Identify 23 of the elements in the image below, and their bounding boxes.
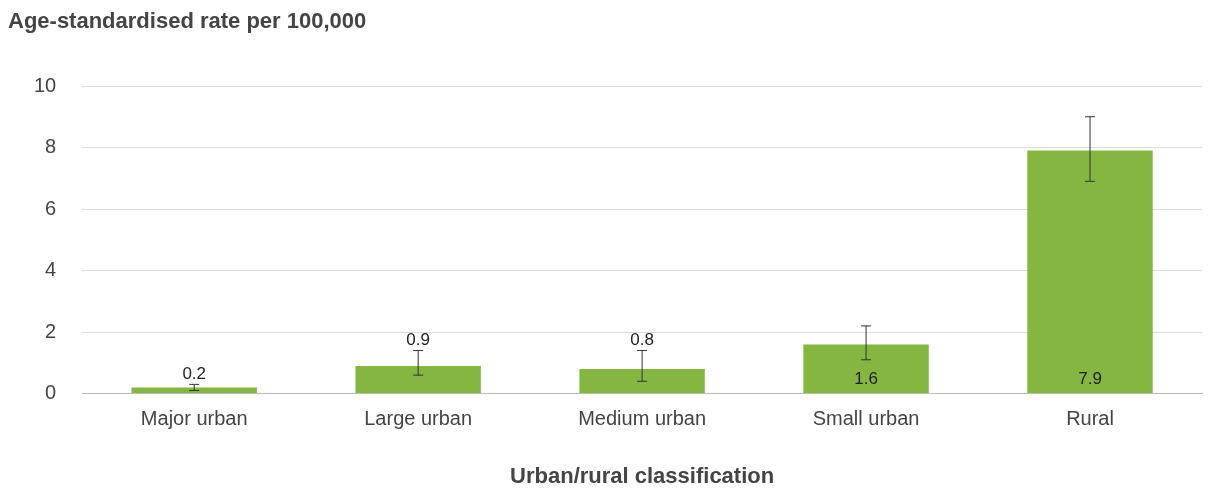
x-tick-label: Rural [1066,407,1114,430]
y-tick-label: 4 [45,258,57,281]
x-tick-label: Small urban [812,407,920,430]
y-tick-label: 10 [34,73,57,96]
x-axis-title: Urban/rural classification [510,462,775,488]
y-tick-label: 8 [45,135,57,158]
bar [1027,150,1153,394]
bar [803,344,929,394]
bar [355,365,481,394]
x-tick-label: Major urban [140,407,248,430]
y-axis-title: Age-standardised rate per 100,000 [8,8,368,35]
data-label: 7.9 [1078,368,1102,388]
data-label: 0.9 [406,329,430,349]
x-tick-label: Medium urban [578,407,707,430]
bar [131,387,257,394]
y-tick-label: 2 [45,319,57,342]
bar [579,368,705,394]
data-label: 0.2 [182,363,207,383]
x-tick-label: Large urban [364,407,473,430]
y-tick-label: 0 [45,381,57,404]
data-label: 1.6 [854,368,878,388]
data-label: 0.8 [630,329,654,349]
y-tick-label: 6 [45,196,57,219]
